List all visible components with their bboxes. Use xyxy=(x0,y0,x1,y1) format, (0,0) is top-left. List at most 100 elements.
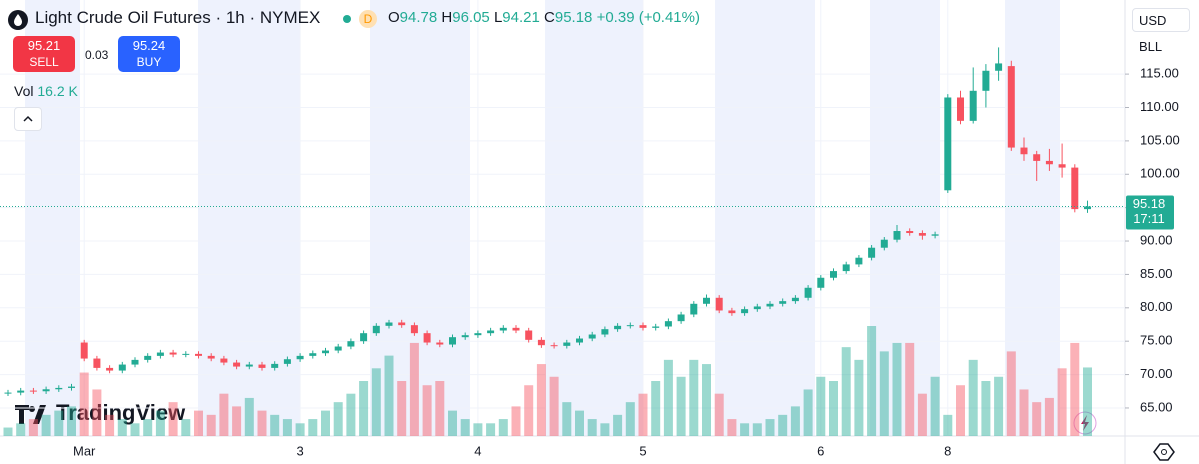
candle-body xyxy=(779,301,787,304)
candle-body xyxy=(855,257,863,265)
volume-bar xyxy=(892,342,902,436)
volume-bar xyxy=(1070,342,1080,436)
volume-bar xyxy=(282,419,292,436)
volume-bar xyxy=(930,376,940,436)
candle-body xyxy=(588,334,596,339)
volume-bar xyxy=(981,381,991,436)
settings-icon[interactable] xyxy=(1153,443,1175,461)
countdown-label: 17:11 xyxy=(1133,211,1165,226)
buy-button[interactable]: 95.24 BUY xyxy=(118,36,180,72)
change: +0.39 (+0.41%) xyxy=(596,9,700,26)
candle-body xyxy=(207,355,215,359)
volume-bar xyxy=(435,381,445,436)
candle-body xyxy=(1058,164,1066,168)
candle-body xyxy=(461,335,469,338)
chevron xyxy=(23,115,33,122)
candle-body xyxy=(576,338,583,343)
candle-body xyxy=(68,386,75,388)
volume-bar xyxy=(1019,389,1029,436)
candle-body xyxy=(156,352,164,356)
y-tick-label: 100.00 xyxy=(1140,166,1180,181)
candle-body xyxy=(372,325,380,334)
ohlc-label: C xyxy=(544,9,555,26)
y-tick-label: 75.00 xyxy=(1140,333,1173,348)
volume-bar xyxy=(1044,397,1054,436)
candle-body xyxy=(258,364,266,368)
volume-bar xyxy=(1006,351,1016,436)
candle-body xyxy=(830,271,837,278)
ohlc-value: 96.05 xyxy=(452,9,490,26)
candle-body xyxy=(664,321,672,327)
unit-button[interactable]: BLL xyxy=(1132,34,1190,58)
candle-body xyxy=(410,325,418,334)
volume-bar xyxy=(194,410,203,436)
candle-body xyxy=(182,353,190,355)
volume-bar xyxy=(346,393,356,436)
candle-body xyxy=(842,264,850,272)
volume-bar xyxy=(79,372,89,436)
candle-body xyxy=(220,358,228,363)
volume-bar xyxy=(105,414,115,436)
candle-body xyxy=(563,342,571,346)
candle-body xyxy=(106,367,114,371)
candle-body xyxy=(766,303,774,307)
x-tick-label: 8 xyxy=(944,443,951,458)
candle-body xyxy=(880,239,888,248)
volume-bar xyxy=(117,419,127,436)
candle-body xyxy=(245,364,253,367)
volume-bar xyxy=(625,402,635,436)
volume-bar xyxy=(714,393,724,436)
vol-label: Vol xyxy=(14,83,34,99)
volume-bar xyxy=(232,406,242,436)
volume-bar xyxy=(371,368,381,436)
candle-body xyxy=(360,333,368,342)
volume-bar xyxy=(295,423,305,436)
volume-bar xyxy=(956,385,965,436)
spread: 0.03 xyxy=(85,48,109,62)
sell-label: SELL xyxy=(29,55,59,69)
volume-bar xyxy=(168,402,178,436)
volume-bar xyxy=(130,423,140,436)
y-tick-label: 80.00 xyxy=(1140,299,1173,314)
candle-body xyxy=(309,353,317,356)
volume-bar xyxy=(587,419,597,436)
settings-dot xyxy=(1161,449,1167,455)
session-shading xyxy=(25,0,1060,436)
volume-bar xyxy=(752,423,762,436)
candle-body xyxy=(931,234,939,236)
ohlc-value: 94.21 xyxy=(502,9,540,26)
candle-body xyxy=(537,339,545,346)
volume-bar xyxy=(3,427,13,436)
y-tick-label: 105.00 xyxy=(1140,132,1180,147)
volume-bar xyxy=(54,410,64,436)
volume-bar xyxy=(422,385,432,436)
sell-button[interactable]: 95.21 SELL xyxy=(13,36,75,72)
currency-button[interactable]: USD xyxy=(1132,8,1190,32)
volume-bar xyxy=(536,364,546,436)
vol-value: 16.2 K xyxy=(37,83,78,99)
ohlc-value: 95.18 xyxy=(554,9,593,26)
volume-bar xyxy=(575,410,584,436)
volume-bar xyxy=(219,393,229,436)
volume-bar xyxy=(460,419,470,436)
volume-bar xyxy=(384,355,394,436)
volume-bar xyxy=(663,359,673,436)
candle-body xyxy=(944,97,952,191)
collapse-button[interactable] xyxy=(14,107,42,131)
ohlc-label: O xyxy=(388,9,400,26)
volume-bar xyxy=(651,381,661,436)
volume-bar xyxy=(28,419,38,436)
volume-bar xyxy=(879,351,889,436)
candle-body xyxy=(626,325,634,327)
volume-bar xyxy=(816,376,826,436)
volume-bar xyxy=(867,326,877,436)
y-tick-label: 70.00 xyxy=(1140,366,1173,381)
x-tick-label: Mar xyxy=(73,443,96,458)
volume-bar xyxy=(359,381,369,436)
buy-price: 95.24 xyxy=(132,38,166,53)
candle-body xyxy=(614,325,622,330)
candle-body xyxy=(322,350,329,354)
volume-bar xyxy=(740,423,750,436)
candle-body xyxy=(385,322,393,326)
